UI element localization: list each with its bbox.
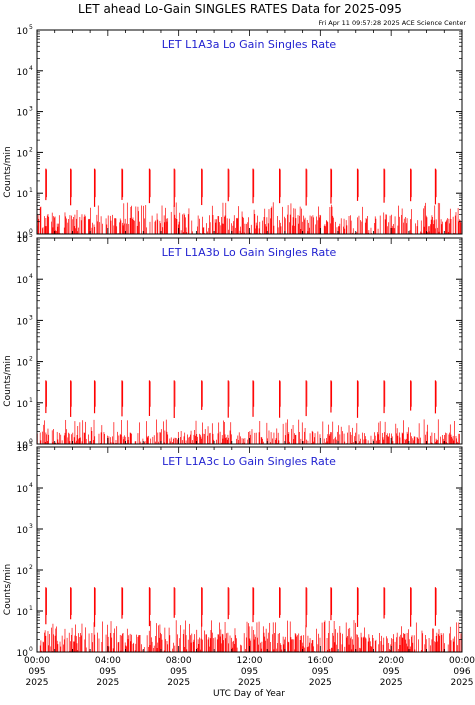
y-tick-exponent: 2 xyxy=(29,356,33,363)
x-tick-time: 12:00 xyxy=(237,656,263,666)
y-tick-label: 10 xyxy=(17,444,29,454)
y-tick-exponent: 5 xyxy=(29,24,33,31)
x-tick-year: 2025 xyxy=(380,678,403,688)
y-tick-label: 10 xyxy=(17,276,29,286)
figure-title: LET ahead Lo-Gain SINGLES RATES Data for… xyxy=(78,2,402,16)
y-tick-exponent: 3 xyxy=(29,523,33,530)
y-tick-label: 10 xyxy=(17,567,29,577)
y-tick-label: 10 xyxy=(17,317,29,327)
x-tick-doy: 095 xyxy=(170,667,187,677)
y-tick-label: 10 xyxy=(17,190,29,200)
y-tick-exponent: 4 xyxy=(29,65,33,72)
x-tick-doy: 095 xyxy=(312,667,329,677)
y-tick-exponent: 0 xyxy=(29,228,33,235)
panel-title: LET L1A3b Lo Gain Singles Rate xyxy=(162,246,337,259)
y-tick-exponent: 5 xyxy=(29,232,33,239)
y-tick-exponent: 5 xyxy=(29,441,33,448)
x-tick-doy: 095 xyxy=(241,667,258,677)
x-tick-year: 2025 xyxy=(96,678,119,688)
x-tick-time: 04:00 xyxy=(95,656,121,666)
y-tick-exponent: 1 xyxy=(29,397,33,404)
x-tick-doy: 096 xyxy=(453,667,470,677)
x-tick-year: 2025 xyxy=(238,678,261,688)
y-axis-label: Counts/min xyxy=(3,355,13,406)
x-tick-year: 2025 xyxy=(26,678,49,688)
panel-title: LET L1A3a Lo Gain Singles Rate xyxy=(162,38,337,51)
y-tick-label: 10 xyxy=(17,149,29,159)
y-tick-label: 10 xyxy=(17,68,29,78)
panel-title: LET L1A3c Lo Gain Singles Rate xyxy=(162,455,336,468)
y-tick-label: 10 xyxy=(17,359,29,369)
y-tick-exponent: 4 xyxy=(29,482,33,489)
x-tick-doy: 095 xyxy=(28,667,45,677)
data-series xyxy=(37,380,460,444)
y-tick-exponent: 0 xyxy=(29,646,33,653)
x-tick-time: 20:00 xyxy=(378,656,404,666)
x-tick-time: 00:00 xyxy=(449,656,475,666)
y-tick-exponent: 2 xyxy=(29,564,33,571)
x-tick-year: 2025 xyxy=(451,678,474,688)
y-tick-label: 10 xyxy=(17,109,29,119)
y-tick-label: 10 xyxy=(17,608,29,618)
y-tick-exponent: 4 xyxy=(29,273,33,280)
x-axis-label: UTC Day of Year xyxy=(213,689,285,699)
y-tick-exponent: 3 xyxy=(29,106,33,113)
y-tick-label: 10 xyxy=(17,649,29,659)
y-tick-label: 10 xyxy=(17,27,29,37)
x-tick-year: 2025 xyxy=(167,678,190,688)
y-tick-exponent: 2 xyxy=(29,146,33,153)
x-tick-time: 16:00 xyxy=(307,656,333,666)
y-axis-label: Counts/min xyxy=(3,146,13,197)
timestamp: Fri Apr 11 09:57:28 2025 ACE Science Cen… xyxy=(318,19,466,27)
y-tick-exponent: 1 xyxy=(29,187,33,194)
x-tick-year: 2025 xyxy=(309,678,332,688)
plot-frame xyxy=(36,446,463,653)
plot-frame xyxy=(36,237,463,445)
y-tick-label: 10 xyxy=(17,526,29,536)
x-tick-doy: 095 xyxy=(383,667,400,677)
y-tick-exponent: 0 xyxy=(29,438,33,445)
plot-frame xyxy=(36,29,463,235)
y-tick-label: 10 xyxy=(17,441,29,451)
y-tick-label: 10 xyxy=(17,400,29,410)
x-tick-doy: 095 xyxy=(99,667,116,677)
x-tick-time: 00:00 xyxy=(24,656,50,666)
x-tick-labels: 00:00095202504:00095202508:00095202512:0… xyxy=(24,656,475,688)
data-series xyxy=(39,587,462,652)
y-tick-label: 10 xyxy=(17,231,29,241)
y-tick-label: 10 xyxy=(17,235,29,245)
y-tick-exponent: 3 xyxy=(29,314,33,321)
x-tick-time: 08:00 xyxy=(166,656,192,666)
y-tick-exponent: 1 xyxy=(29,605,33,612)
y-axis-label: Counts/min xyxy=(3,564,13,615)
y-tick-label: 10 xyxy=(17,485,29,495)
data-series xyxy=(37,168,462,234)
